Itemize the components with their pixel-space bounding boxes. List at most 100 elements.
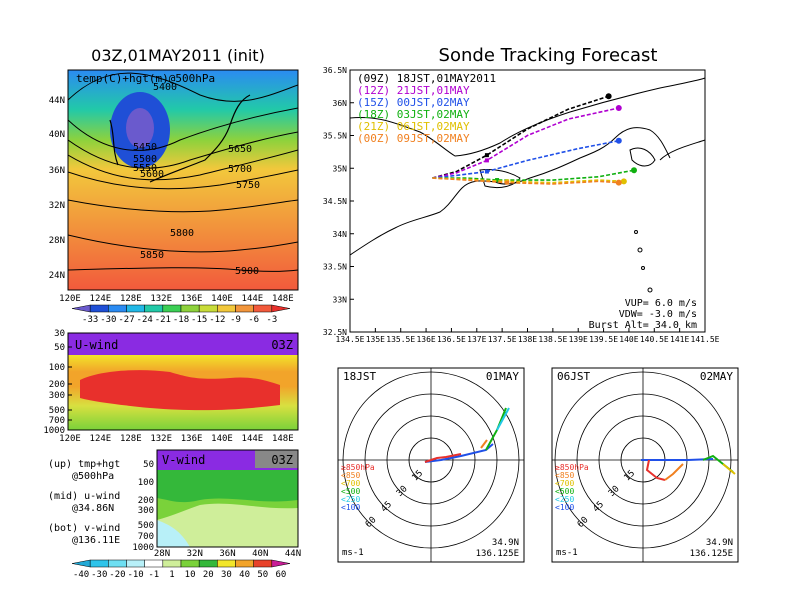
v-xtick: 44N: [285, 549, 301, 559]
u-ytick: 50: [54, 343, 65, 353]
hodo-date-label: 02MAY: [700, 370, 733, 383]
hodo-legend-entry: ≥850hPa: [341, 463, 375, 472]
colorbar-swatch: [126, 559, 145, 568]
track-end-point: [615, 104, 622, 111]
track-legend-entry: (21Z) 06JST,02MAY: [357, 120, 470, 133]
track-ytick: 33.5N: [323, 263, 347, 272]
v-ytick: 50: [143, 460, 154, 470]
track-xtick: 136.5E: [437, 335, 466, 344]
track-end-point: [605, 93, 612, 100]
track-xtick: 137.5E: [488, 335, 517, 344]
map-ytick: 36N: [49, 166, 65, 176]
hodo-lon: 136.125E: [476, 549, 519, 559]
u-xtick: 148E: [272, 434, 294, 444]
hodo-legend-entry: ≥850hPa: [555, 463, 589, 472]
jet-core: [80, 370, 280, 411]
track-xtick: 140E: [619, 335, 638, 344]
colorbar-swatch: [144, 559, 164, 568]
v-wind-time: 03Z: [271, 453, 293, 467]
colorbar-label: 1: [169, 570, 174, 580]
colorbar-label: -3: [266, 315, 277, 325]
track-line: [432, 139, 619, 179]
map-xtick: 140E: [211, 294, 233, 304]
contour-label: 5400: [153, 82, 177, 93]
colorbar-swatch: [253, 559, 273, 568]
colorbar-swatch: [235, 304, 254, 313]
cold-core-inner: [126, 108, 154, 148]
contour-label: 5850: [140, 250, 164, 261]
track-line: [432, 169, 635, 181]
contour-label: 5500: [133, 154, 157, 165]
colorbar-label: -18: [173, 315, 189, 325]
track-xtick: 137E: [467, 335, 486, 344]
note-bot2: @136.11E: [72, 535, 120, 546]
track-ytick: 36.5N: [323, 66, 347, 75]
track-ytick: 34N: [333, 230, 348, 239]
map-xtick: 144E: [242, 294, 264, 304]
colorbar-label: -15: [191, 315, 207, 325]
hodo-legend-entry: <500: [341, 487, 360, 496]
track-ytick: 35.5N: [323, 132, 347, 141]
hodo-lon: 136.125E: [690, 549, 733, 559]
v-ytick: 1000: [132, 543, 154, 553]
track-legend-entry: (15Z) 00JST,02MAY: [357, 96, 470, 109]
map-xtick: 148E: [272, 294, 294, 304]
u-ytick: 1000: [43, 426, 65, 436]
hodo-legend-entry: <100: [341, 503, 360, 512]
hodograph-trace: [645, 459, 666, 481]
hodo-legend-entry: <250: [555, 495, 574, 504]
u-xtick: 120E: [59, 434, 81, 444]
colorbar-label: -33: [82, 315, 98, 325]
v-xtick: 32N: [187, 549, 203, 559]
colorbar-swatch: [108, 304, 127, 313]
contour-label: 5750: [236, 180, 260, 191]
map-xtick: 136E: [181, 294, 203, 304]
colorbar-label: 50: [257, 570, 268, 580]
track-burst-marker: [484, 158, 489, 163]
colorbar-swatch: [235, 559, 254, 568]
track-xtick: 136E: [416, 335, 435, 344]
track-xtick: 141E: [670, 335, 689, 344]
colorbar-swatch: [198, 304, 218, 313]
param-vup: VUP= 6.0 m/s: [625, 298, 697, 309]
track-burst-marker: [484, 153, 489, 158]
colorbar-label: -10: [127, 570, 143, 580]
colorbar-label: -6: [248, 315, 259, 325]
note-up2: @500hPa: [72, 471, 114, 482]
colorbar-label: -40: [73, 570, 89, 580]
upper-map-field: [68, 70, 298, 290]
hodo-lat: 34.9N: [706, 538, 733, 548]
hodograph-trace: [496, 407, 510, 431]
track-end-point: [615, 137, 622, 144]
hodograph-trace: [641, 458, 714, 461]
track-legend-entry: (18Z) 03JST,02MAY: [357, 108, 470, 121]
v-xtick: 36N: [219, 549, 235, 559]
v-xtick: 40N: [252, 549, 268, 559]
note-mid: (mid) u-wind: [48, 491, 120, 502]
track-xtick: 138E: [518, 335, 537, 344]
hodo-legend-entry: <850: [555, 471, 574, 480]
colorbar-label: 10: [185, 570, 196, 580]
track-burst-marker: [495, 178, 500, 183]
contour-label: 5800: [170, 228, 194, 239]
hodo-legend-entry: <250: [341, 495, 360, 504]
colorbar-swatch: [180, 559, 200, 568]
v-ytick: 500: [138, 521, 154, 531]
u-wind-time: 03Z: [271, 338, 293, 352]
u-ytick: 300: [49, 391, 65, 401]
map-xtick: 128E: [120, 294, 142, 304]
colorbar-swatch: [126, 304, 145, 313]
colorbar-label: 40: [239, 570, 250, 580]
u-ytick: 30: [54, 329, 65, 339]
track-ytick: 33N: [333, 295, 348, 304]
u-ytick: 200: [49, 380, 65, 390]
hodo-time-label: 06JST: [557, 370, 590, 383]
track-ytick: 32.5N: [323, 328, 347, 337]
contour-label: 5550: [133, 163, 157, 174]
note-bot: (bot) v-wind: [48, 523, 120, 534]
colorbar-label: -9: [230, 315, 241, 325]
colorbar-swatch: [89, 304, 109, 313]
track-xtick: 139.5E: [589, 335, 618, 344]
